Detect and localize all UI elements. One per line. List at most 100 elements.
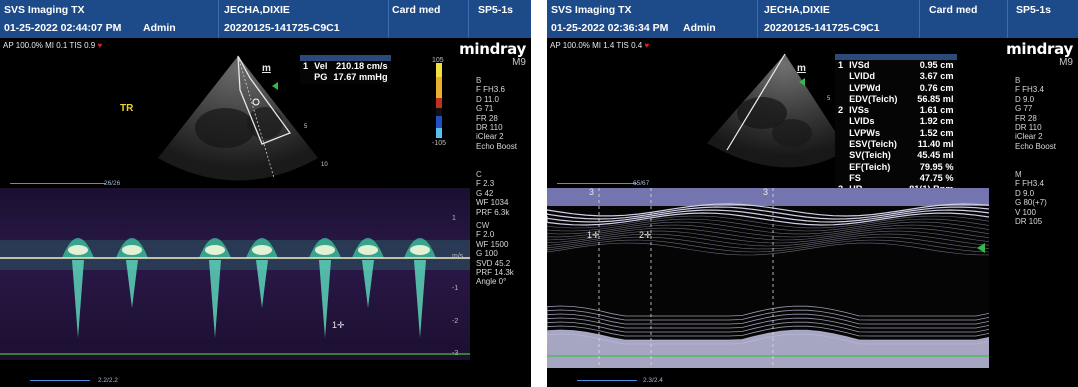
exam-id: 20220125-141725-C9C1 xyxy=(224,22,340,34)
param-value: Echo Boost xyxy=(476,141,517,151)
preset-name: Card med xyxy=(392,4,441,16)
acoustic-output-status: AP 100.0% MI 1.4 TIS 0.4 ♥ xyxy=(550,41,650,50)
measurement-row: LVPWs 1.52 cm xyxy=(835,128,957,139)
system-model: M9 xyxy=(1059,57,1073,68)
param-value: F FH3.4 xyxy=(1015,179,1044,189)
right-ultrasound-panel: SVS Imaging TX 01-25-2022 02:36:34 PM Ad… xyxy=(547,0,1078,387)
caliper-label-1[interactable]: 1✛ xyxy=(587,230,600,240)
measurement-num xyxy=(835,94,846,105)
measurement-num xyxy=(835,116,846,127)
measurement-num: 1 xyxy=(303,61,309,71)
caliper-label-3b: 3 xyxy=(763,187,769,197)
measurement-value: 0.95 cm xyxy=(919,60,954,70)
operator-name: Admin xyxy=(143,22,176,34)
velocity-unit: m/s xyxy=(452,253,464,260)
color-scale-bottom: -105 xyxy=(432,140,447,147)
patient-name: JECHA,DIXIE xyxy=(764,4,830,16)
measurement-label: SV(Teich) xyxy=(849,150,891,161)
measurement-row: 2 IVSs 1.61 cm xyxy=(835,105,957,116)
param-value: V 100 xyxy=(1015,207,1036,217)
measurement-label: PG xyxy=(314,72,328,83)
tr-annotation: TR xyxy=(120,103,134,114)
param-section-title: C xyxy=(476,170,482,179)
param-value: F 2.0 xyxy=(476,230,495,240)
sweep-progress-line xyxy=(10,183,106,184)
measurement-label: LVIDs xyxy=(849,116,875,127)
param-value: G 42 xyxy=(476,188,494,198)
param-section-title: B xyxy=(1015,76,1021,85)
frame-counter: 65/67 xyxy=(633,180,650,187)
color-scale-bar-bottom xyxy=(436,116,442,128)
sweep-speed-line xyxy=(30,380,90,381)
m-mode-cursor-line[interactable] xyxy=(726,53,786,151)
posterior-wall-band xyxy=(547,330,989,368)
patient-name: JECHA,DIXIE xyxy=(224,4,290,16)
measurement-value: 47.75 % xyxy=(919,172,954,183)
cw-cursor-line[interactable] xyxy=(237,55,275,179)
facility-name: SVS Imaging TX xyxy=(4,4,85,16)
measurement-num xyxy=(835,83,846,94)
velocity-caliper[interactable]: 1✛ xyxy=(332,320,345,330)
probe-mark: m xyxy=(797,63,806,74)
color-box[interactable] xyxy=(237,55,292,145)
preset-name: Card med xyxy=(929,4,978,16)
measurement-num xyxy=(835,128,846,139)
param-value: SVD 45.2 xyxy=(476,258,511,268)
measurement-row: 1 Vel 210.18 cm/s xyxy=(300,61,391,72)
param-value: D 9.0 xyxy=(1015,188,1035,198)
param-value: G 80(+7) xyxy=(1015,198,1047,208)
mindray-logo: mindray xyxy=(1006,40,1073,58)
measurement-num xyxy=(300,72,311,83)
param-value: G 77 xyxy=(1015,104,1033,114)
spectrum-jet xyxy=(126,260,138,308)
param-value: F 2.3 xyxy=(476,179,495,189)
measurement-value: 45.45 ml xyxy=(917,150,954,161)
param-value: PRF 6.3k xyxy=(476,207,510,217)
measurement-label: EF(Teich) xyxy=(849,161,891,172)
param-value: FR 28 xyxy=(476,113,498,123)
color-doppler-sector: 5 10 m xyxy=(158,55,442,181)
heart-icon: ♥ xyxy=(644,41,650,50)
svg-text:5: 5 xyxy=(304,124,308,130)
svg-text:10: 10 xyxy=(321,162,328,168)
sweep-counter: 2.2/2.2 xyxy=(98,377,118,384)
mindray-logo: mindray xyxy=(459,40,526,58)
svg-text:5: 5 xyxy=(827,96,831,102)
caliper-label-2[interactable]: 2✛ xyxy=(639,230,652,240)
velocity-tick-neg1: -1 xyxy=(452,285,459,292)
param-value: FR 28 xyxy=(1015,113,1037,123)
measurement-value: 1.52 cm xyxy=(919,127,954,138)
param-value: DR 110 xyxy=(1015,123,1042,133)
acoustic-output-status: AP 100.0% MI 0.1 TIS 0.9 ♥ xyxy=(3,41,103,50)
measurement-num xyxy=(835,139,846,150)
measurement-label: LVIDd xyxy=(849,71,875,82)
spectrum-jet xyxy=(256,260,268,308)
measurement-num: 2 xyxy=(838,105,844,116)
measurement-num xyxy=(835,150,846,161)
measurement-label: LVPWd xyxy=(849,82,881,93)
spectrum-jet xyxy=(72,260,84,338)
param-value: PRF 14.3k xyxy=(476,268,514,278)
param-value: F FH3.6 xyxy=(476,85,505,95)
exam-id: 20220125-141725-C9C1 xyxy=(764,22,880,34)
measurement-value: 17.67 mmHg xyxy=(333,72,388,83)
param-value: iClear 2 xyxy=(1015,132,1043,142)
probe-mark: m xyxy=(262,63,271,74)
measurement-label: FS xyxy=(849,172,861,183)
param-section-title: M xyxy=(1015,170,1022,179)
measurement-row: LVPWd 0.76 cm xyxy=(835,83,957,94)
measurement-num xyxy=(835,71,846,82)
measurement-value: 11.40 ml xyxy=(917,139,954,150)
frame-counter: 26/26 xyxy=(104,180,121,187)
spectrum-jet xyxy=(209,260,221,338)
param-value: DR 105 xyxy=(1015,217,1043,227)
measurement-label: IVSd xyxy=(849,60,870,70)
spectrum-jet xyxy=(319,260,331,338)
system-model: M9 xyxy=(512,57,526,68)
doppler-measurement-box: 1 Vel 210.18 cm/s PG 17.67 mmHg xyxy=(300,55,391,84)
param-value: iClear 2 xyxy=(476,132,504,142)
facility-name: SVS Imaging TX xyxy=(551,4,632,16)
